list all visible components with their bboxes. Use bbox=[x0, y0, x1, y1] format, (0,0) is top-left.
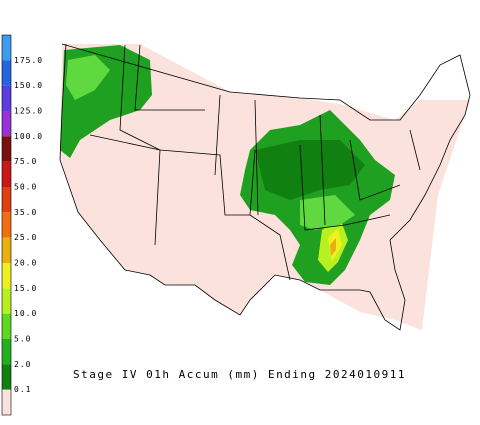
precipitation bbox=[60, 45, 395, 285]
legend-swatch bbox=[2, 288, 11, 314]
legend-swatch bbox=[2, 263, 11, 289]
legend-swatch bbox=[2, 364, 11, 390]
legend-swatch bbox=[2, 136, 11, 162]
legend-label: 15.0 bbox=[14, 284, 37, 293]
legend-swatch bbox=[2, 60, 11, 86]
legend-label: 25.0 bbox=[14, 233, 37, 242]
legend-swatch bbox=[2, 313, 11, 339]
legend-frame bbox=[1, 34, 12, 416]
legend-swatch bbox=[2, 161, 11, 187]
map bbox=[59, 43, 471, 331]
legend-label: 2.0 bbox=[14, 360, 31, 369]
boundaries bbox=[59, 43, 471, 331]
legend-label: 50.0 bbox=[14, 183, 37, 192]
legend-label: 125.0 bbox=[14, 107, 43, 116]
legend-label: 10.0 bbox=[14, 309, 37, 318]
legend-label: 20.0 bbox=[14, 259, 37, 268]
legend-swatch bbox=[2, 339, 11, 365]
legend: 175.0 150.0 125.0 100.0 75.0 50.0 35.0 25.0 20.0… bbox=[1, 34, 43, 416]
legend-label: 5.0 bbox=[14, 335, 31, 344]
legend-swatch bbox=[2, 212, 11, 238]
legend-label: 0.1 bbox=[14, 385, 31, 394]
legend-swatch bbox=[2, 237, 11, 263]
legend-label: 150.0 bbox=[14, 81, 43, 90]
legend-swatch bbox=[2, 85, 11, 111]
legend-swatch bbox=[2, 187, 11, 213]
legend-swatch bbox=[2, 389, 11, 415]
legend-label: 35.0 bbox=[14, 208, 37, 217]
legend-label: 175.0 bbox=[14, 56, 43, 65]
caption: Stage IV 01h Accum (mm) Ending 202401091… bbox=[73, 368, 406, 381]
legend-label: 100.0 bbox=[14, 132, 43, 141]
legend-swatch bbox=[2, 111, 11, 137]
legend-swatch bbox=[2, 35, 11, 61]
legend-label: 75.0 bbox=[14, 157, 37, 166]
